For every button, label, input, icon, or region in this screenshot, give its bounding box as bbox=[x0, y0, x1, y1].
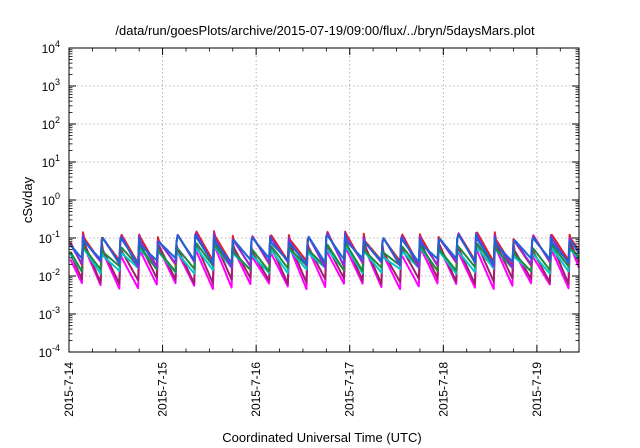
x-tick-label: 2015-7-15 bbox=[156, 362, 170, 417]
x-tick-label: 2015-7-19 bbox=[530, 362, 544, 417]
x-tick-label: 2015-7-14 bbox=[62, 362, 76, 417]
chart-title: /data/run/goesPlots/archive/2015-07-19/0… bbox=[115, 23, 535, 38]
y-tick-label: 100 bbox=[42, 191, 60, 208]
y-axis-label: cSv/day bbox=[20, 176, 35, 223]
series-layer bbox=[69, 230, 580, 291]
x-tick-label: 2015-7-18 bbox=[436, 362, 450, 417]
y-tick-label: 102 bbox=[42, 115, 60, 132]
y-tick-label: 10-2 bbox=[39, 267, 60, 284]
y-tick-labels: 10-4 10-3 10-2 10-1 100 101 102 103 104 bbox=[39, 39, 60, 360]
series-line bbox=[69, 233, 580, 266]
y-tick-label: 10-3 bbox=[39, 305, 60, 322]
y-tick-label: 103 bbox=[42, 77, 60, 94]
y-tick-label: 10-4 bbox=[39, 343, 60, 360]
y-tick-label: 104 bbox=[42, 39, 60, 56]
y-tick-label: 101 bbox=[42, 153, 60, 170]
y-tick-label: 10-1 bbox=[39, 229, 60, 246]
x-tick-labels: 2015-7-14 2015-7-15 2015-7-16 2015-7-17 2015… bbox=[62, 362, 544, 417]
x-tick-label: 2015-7-16 bbox=[249, 362, 263, 417]
x-axis-label: Coordinated Universal Time (UTC) bbox=[222, 430, 421, 445]
ticks bbox=[68, 47, 579, 353]
x-tick-label: 2015-7-17 bbox=[343, 362, 357, 417]
grid bbox=[69, 48, 579, 352]
